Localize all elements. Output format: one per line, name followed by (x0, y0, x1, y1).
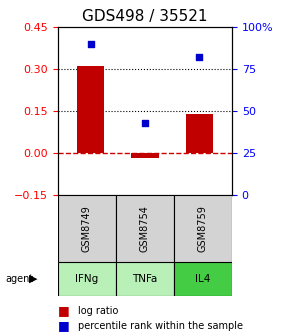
Text: GSM8749: GSM8749 (82, 205, 92, 252)
Point (143, 120, 147, 125)
Bar (174, 195, 232, 262)
Point (88, 41, 93, 46)
Text: ▶: ▶ (29, 274, 37, 284)
Bar (131, 153, 159, 158)
Text: TNFa: TNFa (132, 274, 158, 284)
Text: agent: agent (6, 274, 34, 284)
Title: GDS498 / 35521: GDS498 / 35521 (82, 9, 208, 24)
Text: IL4: IL4 (195, 274, 211, 284)
Bar (116, 262, 174, 296)
Bar (58, 262, 116, 296)
Bar (58, 195, 116, 262)
Bar (174, 262, 232, 296)
Text: IFNg: IFNg (75, 274, 99, 284)
Point (197, 54, 202, 60)
Bar (77, 66, 104, 153)
Text: ■: ■ (58, 320, 70, 332)
Text: GSM8754: GSM8754 (140, 205, 150, 252)
Text: percentile rank within the sample: percentile rank within the sample (78, 321, 243, 331)
Bar (116, 195, 174, 262)
Text: ■: ■ (58, 304, 70, 317)
Bar (186, 114, 213, 153)
Text: GSM8759: GSM8759 (198, 205, 208, 252)
Text: log ratio: log ratio (78, 306, 119, 316)
